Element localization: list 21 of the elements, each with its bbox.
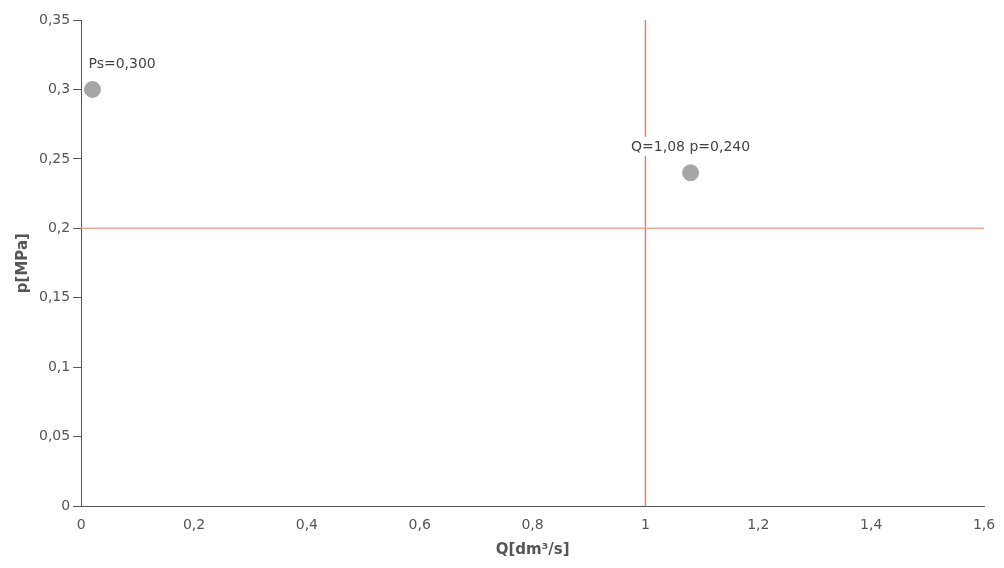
annotation: Ps=0,300 [88, 55, 156, 72]
x-tick-label: 1,4 [860, 516, 883, 533]
y-tick-label: 0,3 [47, 80, 71, 97]
x-tick-label: 0,8 [521, 516, 544, 533]
x-tick-label: 0,6 [408, 516, 431, 533]
y-tick-label: 0 [61, 496, 71, 513]
x-axis-title: Q[dm³/s] [495, 539, 570, 558]
y-tick-label: 0,15 [39, 288, 71, 305]
x-tick-label: 0 [76, 516, 86, 533]
x-tick-label: 1 [640, 516, 650, 533]
x-tick-label: 0,2 [182, 516, 206, 533]
y-axis-title: p[MPa] [12, 233, 31, 294]
x-tick-label: 1,2 [747, 516, 770, 533]
annotation: Q=1,08 p=0,240 [631, 138, 751, 155]
y-tick-label: 0,05 [39, 427, 71, 444]
x-tick-label: 1,6 [972, 516, 996, 533]
y-tick-label: 0,2 [47, 219, 71, 236]
y-tick-label: 0,25 [39, 149, 71, 166]
y-tick-label: 0,1 [47, 357, 71, 374]
x-tick-label: 0,4 [295, 516, 319, 533]
y-tick-label: 0,35 [39, 10, 71, 27]
